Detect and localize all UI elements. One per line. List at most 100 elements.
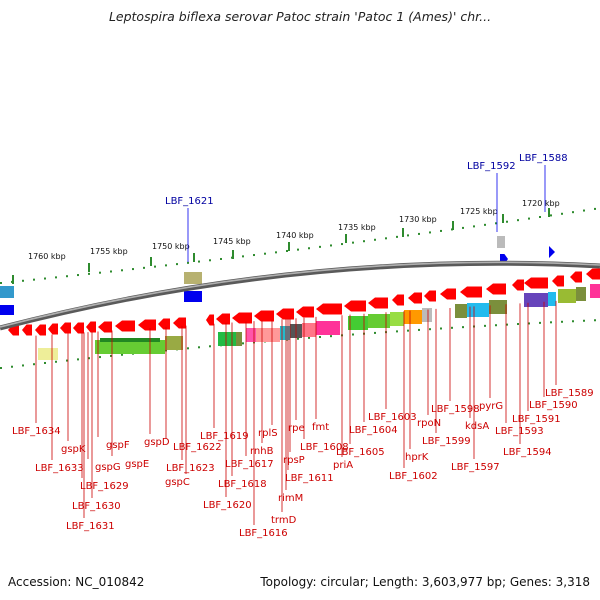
scale-dot [418, 232, 420, 235]
scale-dot [55, 276, 57, 279]
gene-label: gspE [125, 459, 149, 470]
scale-major-tick [232, 250, 234, 259]
gene-label: LBF_1630 [72, 501, 121, 512]
scale-dot [352, 333, 354, 336]
scale-dot [44, 361, 46, 364]
gene-label: LBF_1631 [66, 521, 115, 532]
gene-arrow [206, 314, 214, 326]
gene-label: rpoN [417, 418, 441, 429]
gene-block [497, 236, 505, 248]
gene-block [165, 336, 183, 350]
gene-block [455, 304, 467, 318]
scale-dot [88, 272, 90, 275]
scale-major-tick [548, 208, 550, 217]
gene-label: LBF_1591 [512, 414, 561, 425]
gene-label: LBF_1590 [529, 400, 578, 411]
scale-dot [374, 238, 376, 241]
scale-dot [22, 364, 24, 367]
gene-label: LBF_1597 [451, 462, 500, 473]
scale-dot [11, 365, 13, 368]
scale-dot [275, 251, 277, 254]
scale-dot [484, 324, 486, 327]
scale-dot [154, 265, 156, 268]
scale-label: 1725 kbp [460, 207, 498, 216]
scale-dot [572, 211, 574, 214]
scale-dot [550, 321, 552, 324]
scale-dot [429, 231, 431, 234]
scale-dot [506, 323, 508, 326]
gene-block [184, 272, 202, 284]
scale-dot [396, 330, 398, 333]
gene-arrow [316, 303, 342, 315]
backbone-outer [0, 260, 600, 331]
gene-arrow [216, 313, 230, 325]
backbone [0, 260, 600, 331]
scale-dot [198, 346, 200, 349]
scale-dot [0, 282, 2, 284]
scale-dot [308, 247, 310, 250]
feature-label: LBF_1621 [165, 196, 214, 207]
backbone-highlight [0, 261, 600, 328]
scale-dot [88, 357, 90, 360]
gene-arrow [48, 323, 58, 335]
accession-text: Accession: NC_010842 [8, 575, 145, 589]
scale-dot [110, 270, 112, 273]
scale-dot [319, 336, 321, 339]
gene-arrow [86, 321, 96, 333]
gene-label: LBF_1605 [336, 447, 385, 458]
gene-block [246, 328, 256, 342]
gene-label: gspC [165, 477, 190, 488]
gene-block [0, 305, 14, 315]
scale-dot [33, 278, 35, 281]
scale-dot [242, 255, 244, 258]
gene-label: LBF_1634 [12, 426, 61, 437]
gene-label: LBF_1623 [166, 463, 215, 474]
scale-dot [99, 271, 101, 274]
gene-label: LBF_1620 [203, 500, 252, 511]
gene-arrow [408, 292, 422, 304]
gene-arrow [368, 297, 388, 309]
gene-arrow [276, 308, 294, 320]
gene-arrow [344, 300, 366, 312]
gene-block [38, 348, 58, 360]
gene-arrow [158, 318, 170, 330]
gene-arrow [296, 306, 314, 318]
gene-label: LBF_1617 [225, 459, 274, 470]
scale-dot [440, 327, 442, 330]
gene-label: LBF_1603 [368, 412, 417, 423]
scale-label: 1750 kbp [152, 242, 190, 251]
gene-label: LBF_1602 [389, 471, 438, 482]
scale-dot [297, 248, 299, 251]
scale-dot [462, 226, 464, 229]
gene-label: gspG [95, 462, 121, 473]
scale-dot [33, 363, 35, 366]
gene-arrow [460, 286, 482, 298]
gene-block [100, 338, 160, 342]
scale-dot [440, 229, 442, 232]
label-leader-lines [35, 300, 557, 525]
gene-label: LBF_1593 [495, 426, 544, 437]
gene-label: rpe [288, 423, 305, 434]
gene-arrow [570, 271, 582, 283]
gene-arrow [35, 324, 46, 336]
scale-dot [132, 268, 134, 271]
scale-label: 1755 kbp [90, 247, 128, 256]
scale-major-tick [12, 275, 14, 284]
scale-dot [66, 275, 68, 278]
gene-label: LBF_1598 [431, 404, 480, 415]
gene-block [256, 328, 280, 342]
scale-dot [286, 249, 288, 252]
scale-dot [363, 240, 365, 243]
scale-dot [473, 225, 475, 228]
gene-block [404, 310, 422, 324]
scale-dot [121, 353, 123, 356]
gene-block [184, 291, 202, 302]
scale-dot [539, 215, 541, 218]
scale-dot [22, 279, 24, 282]
gene-arrow [586, 268, 600, 280]
gene-label: LBF_1619 [200, 431, 249, 442]
scale-dot [407, 329, 409, 332]
gene-block [590, 284, 600, 298]
